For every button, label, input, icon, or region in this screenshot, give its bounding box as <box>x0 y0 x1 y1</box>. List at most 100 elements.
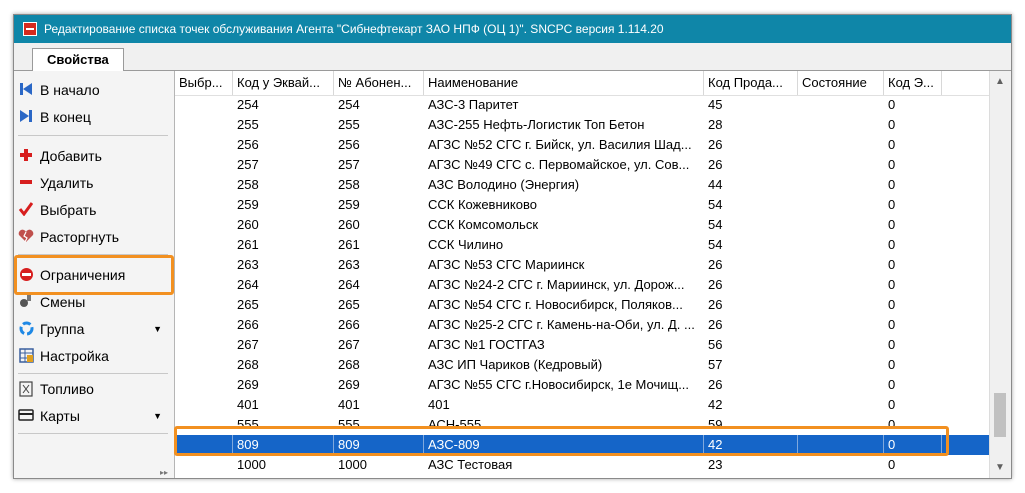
app-window: Редактирование списка точек обслуживания… <box>13 14 1012 479</box>
cell-acquirer-code: 255 <box>237 117 259 132</box>
column-header-e-code[interactable]: Код Э... <box>884 71 942 95</box>
cell-subscriber-no: 254 <box>338 97 360 112</box>
window-title: Редактирование списка точек обслуживания… <box>44 22 664 36</box>
cell-status <box>798 275 884 295</box>
cell-subscriber-no: 809 <box>334 435 424 455</box>
cell-status <box>798 215 884 235</box>
column-header-subscriber-no[interactable]: № Абонен... <box>334 71 424 95</box>
vertical-scrollbar[interactable]: ▲ ▼ <box>989 71 1010 478</box>
sidebar-item-settings[interactable]: Настройка <box>18 345 109 367</box>
sidebar-item-select[interactable]: Выбрать <box>18 199 96 221</box>
table-row[interactable]: 268 268 АЗС ИП Чариков (Кедровый) 57 0 <box>175 355 989 375</box>
column-header-status[interactable]: Состояние <box>798 71 884 95</box>
cell-subscriber-no: 401 <box>338 397 360 412</box>
service-points-table[interactable]: Выбр... Код у Эквай... № Абонен... Наиме… <box>175 71 989 478</box>
cell-status <box>798 255 884 275</box>
table-row[interactable]: 401 401 401 42 0 <box>175 395 989 415</box>
sidebar-item-delete[interactable]: Удалить <box>18 172 93 194</box>
table-row[interactable]: 256 256 АГЗС №52 СГС г. Бийск, ул. Василия… <box>175 135 989 155</box>
cell-e-code: 0 <box>888 97 896 112</box>
checkmark-icon <box>18 202 34 218</box>
table-row[interactable]: 254 254 АЗС-3 Паритет 45 0 <box>175 95 989 115</box>
cell-e-code: 0 <box>888 397 896 412</box>
table-row[interactable]: 809 809 АЗС-809 42 0 <box>175 435 989 455</box>
broken-heart-icon <box>18 229 34 245</box>
sidebar: В начало В конец Добавить Удалить Выбрат… <box>14 71 175 478</box>
cell-status <box>798 235 884 255</box>
table-row[interactable]: 1000 1000 АЗС Тестовая 23 0 <box>175 455 989 475</box>
cell-status <box>798 375 884 395</box>
table-row[interactable]: 259 259 ССК Кожевниково 54 0 <box>175 195 989 215</box>
scrollbar-thumb[interactable] <box>994 393 1006 437</box>
sidebar-item-terminate[interactable]: Расторгнуть <box>18 226 119 248</box>
cell-subscriber-no: 261 <box>338 237 360 252</box>
column-header-acquirer-code[interactable]: Код у Эквай... <box>233 71 334 95</box>
table-row[interactable]: 258 258 АЗС Володино (Энергия) 44 0 <box>175 175 989 195</box>
cell-seller-code: 42 <box>708 397 723 412</box>
cell-name: АЗС Володино (Энергия) <box>428 177 580 192</box>
cell-e-code: 0 <box>888 197 896 212</box>
cell-e-code: 0 <box>884 435 942 455</box>
table-row[interactable]: 261 261 ССК Чилино 54 0 <box>175 235 989 255</box>
sidebar-item-group[interactable]: Группа ▼ <box>18 318 168 340</box>
sidebar-item-restrictions[interactable]: Ограничения <box>18 264 125 286</box>
cell-seller-code: 26 <box>708 157 723 172</box>
cell-e-code: 0 <box>888 217 896 232</box>
cell-name: АГЗС №49 СГС с. Первомайское, ул. Сов... <box>428 157 690 172</box>
cell-name: АЗС ИП Чариков (Кедровый) <box>428 357 603 372</box>
table-row[interactable]: 260 260 ССК Комсомольск 54 0 <box>175 215 989 235</box>
sidebar-item-fuel[interactable]: Топливо <box>18 378 94 400</box>
cell-name: АСН-555 <box>428 417 482 432</box>
cell-status <box>798 455 884 475</box>
cell-status <box>798 435 884 455</box>
cell-acquirer-code: 254 <box>237 97 259 112</box>
cell-seller-code: 56 <box>708 337 723 352</box>
cell-acquirer-code: 258 <box>237 177 259 192</box>
table-row[interactable]: 266 266 АГЗС №25-2 СГС г. Камень-на-Оби, у… <box>175 315 989 335</box>
sidebar-item-add[interactable]: Добавить <box>18 145 102 167</box>
sidebar-collapse-icon[interactable]: ▸▸ <box>160 468 169 477</box>
cell-name: АЗС-809 <box>424 435 704 455</box>
cell-e-code: 0 <box>888 137 896 152</box>
sidebar-item-shifts[interactable]: Смены <box>18 291 85 313</box>
table-row[interactable]: 267 267 АГЗС №1 ГОСТГАЗ 56 0 <box>175 335 989 355</box>
settings-grid-icon <box>18 348 34 364</box>
scroll-up-icon[interactable]: ▲ <box>995 76 1005 87</box>
tab-properties[interactable]: Свойства <box>32 48 124 71</box>
minus-icon <box>18 175 34 191</box>
cell-acquirer-code: 269 <box>237 377 259 392</box>
cell-name: ССК Комсомольск <box>428 217 539 232</box>
sidebar-item-label: Ограничения <box>40 267 126 283</box>
table-row[interactable]: 264 264 АГЗС №24-2 СГС г. Мариинск, ул. До… <box>175 275 989 295</box>
sidebar-item-label: Смены <box>40 294 86 310</box>
cell-name: ССК Кожевниково <box>428 197 537 212</box>
scroll-down-icon[interactable]: ▼ <box>995 462 1005 473</box>
cell-subscriber-no: 269 <box>338 377 360 392</box>
sidebar-item-go-first[interactable]: В начало <box>18 79 100 101</box>
recycle-icon <box>18 321 34 337</box>
cell-acquirer-code: 401 <box>237 397 259 412</box>
no-entry-icon <box>18 267 34 283</box>
column-header-select[interactable]: Выбр... <box>175 71 233 95</box>
sidebar-divider <box>18 433 168 434</box>
column-header-name[interactable]: Наименование <box>424 71 704 95</box>
cell-acquirer-code: 256 <box>237 137 259 152</box>
column-header-seller-code[interactable]: Код Прода... <box>704 71 798 95</box>
table-row[interactable]: 265 265 АГЗС №54 СГС г. Новосибирск, Поляк… <box>175 295 989 315</box>
cell-e-code: 0 <box>888 237 896 252</box>
cell-acquirer-code: 263 <box>237 257 259 272</box>
table-row[interactable]: 555 555 АСН-555 59 0 <box>175 415 989 435</box>
cell-seller-code: 57 <box>708 357 723 372</box>
table-row[interactable]: 269 269 АГЗС №55 СГС г.Новосибирск, 1е Моч… <box>175 375 989 395</box>
table-row[interactable]: 255 255 АЗС-255 Нефть-Логистик Топ Бетон 28… <box>175 115 989 135</box>
cell-status <box>798 395 884 415</box>
sidebar-item-go-last[interactable]: В конец <box>18 106 91 128</box>
sidebar-divider <box>18 135 168 136</box>
cell-select <box>175 435 233 455</box>
table-row[interactable]: 263 263 АГЗС №53 СГС Мариинск 26 0 <box>175 255 989 275</box>
cell-subscriber-no: 264 <box>338 277 360 292</box>
table-row[interactable]: 257 257 АГЗС №49 СГС с. Первомайское, ул. … <box>175 155 989 175</box>
sidebar-item-cards[interactable]: Карты ▼ <box>18 405 168 427</box>
submenu-arrow-icon: ▼ <box>153 411 162 421</box>
sidebar-divider <box>18 254 168 255</box>
